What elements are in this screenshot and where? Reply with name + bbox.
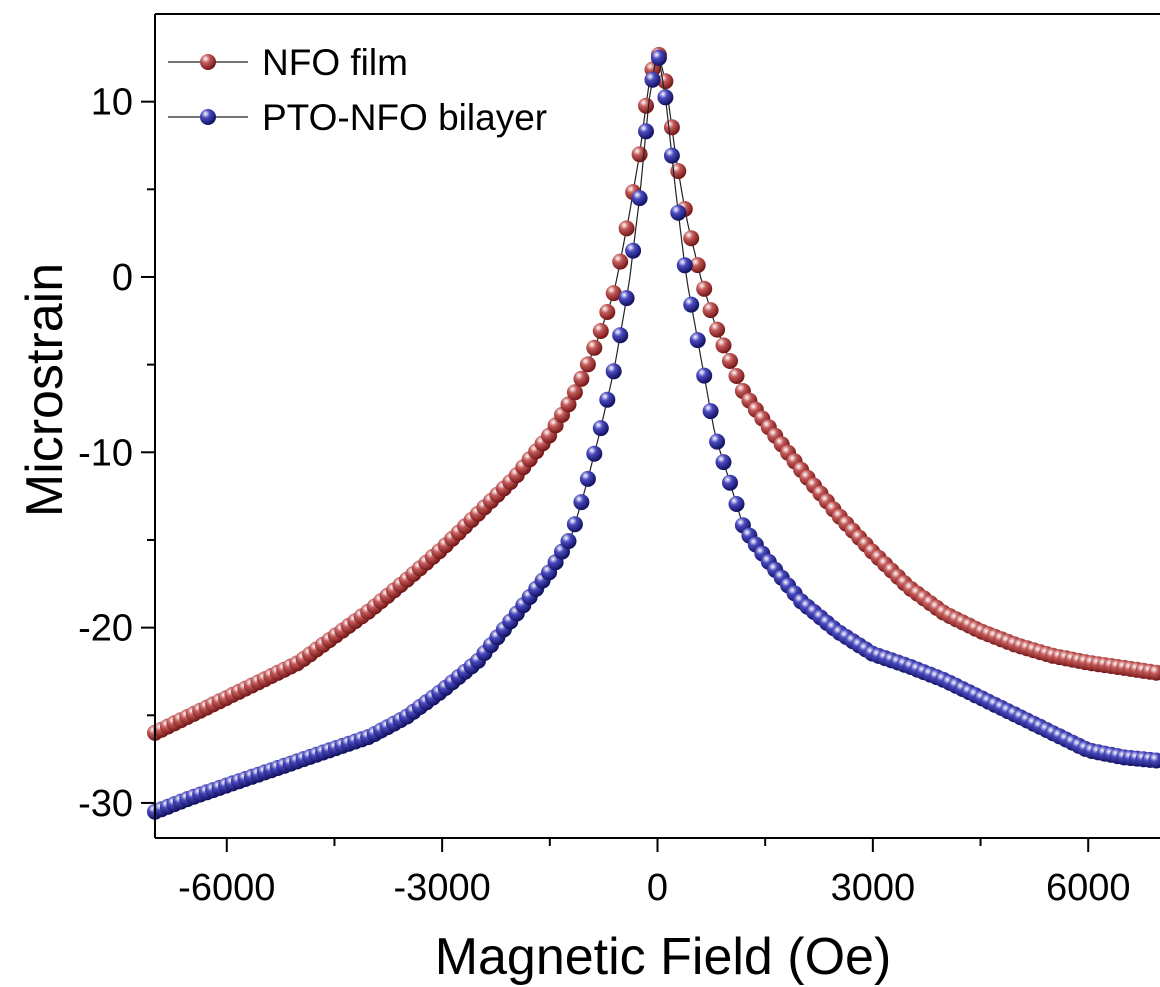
data-point <box>586 340 602 356</box>
legend-label: NFO film <box>262 42 408 83</box>
legend-item-0: NFO film <box>168 42 408 83</box>
data-point <box>625 243 641 259</box>
series-layer <box>147 47 1160 820</box>
legend-item-1: PTO-NFO bilayer <box>168 97 547 138</box>
data-point <box>561 533 577 549</box>
legend-label: PTO-NFO bilayer <box>262 97 547 138</box>
series-line-1 <box>155 58 1160 812</box>
y-tick-label: -30 <box>78 783 133 825</box>
series-0 <box>147 47 1160 741</box>
data-point <box>638 98 654 114</box>
data-point <box>709 434 725 450</box>
data-point <box>657 89 673 105</box>
data-point <box>729 368 745 384</box>
data-point <box>696 281 712 297</box>
data-point <box>638 123 654 139</box>
data-point <box>645 72 661 88</box>
y-axis-title: Microstrain <box>16 263 74 517</box>
data-point <box>567 516 583 532</box>
data-point <box>619 220 635 236</box>
data-point <box>722 475 738 491</box>
data-point <box>664 119 680 135</box>
x-tick-label: 0 <box>647 867 668 909</box>
x-tick-label: 6000 <box>1046 867 1131 909</box>
data-point <box>690 332 706 348</box>
data-point <box>580 471 596 487</box>
data-point <box>612 254 628 270</box>
data-point <box>632 190 648 206</box>
x-axis-title: Magnetic Field (Oe) <box>435 928 892 986</box>
data-point <box>729 496 745 512</box>
legend: NFO film PTO-NFO bilayer <box>168 42 547 138</box>
y-tick-label: -10 <box>78 432 133 474</box>
series-1 <box>147 50 1160 820</box>
data-point <box>670 205 686 221</box>
series-line-0 <box>155 55 1160 733</box>
x-tick-label: -3000 <box>394 867 491 909</box>
data-point <box>599 392 615 408</box>
data-point <box>593 323 609 339</box>
y-tick-label: -20 <box>78 608 133 650</box>
data-point <box>580 356 596 372</box>
y-tick-label: 10 <box>91 82 133 124</box>
data-point <box>683 230 699 246</box>
data-point <box>716 454 732 470</box>
data-point <box>599 304 615 320</box>
data-point <box>593 420 609 436</box>
data-point <box>573 371 589 387</box>
data-point <box>703 302 719 318</box>
data-point <box>573 494 589 510</box>
y-tick-label: 0 <box>112 257 133 299</box>
data-point <box>716 337 732 353</box>
data-point <box>586 446 602 462</box>
data-point <box>683 297 699 313</box>
data-point <box>703 403 719 419</box>
data-point <box>632 146 648 162</box>
data-point <box>612 327 628 343</box>
data-point <box>651 50 667 66</box>
x-tick-label: -6000 <box>178 867 275 909</box>
x-tick-label: 3000 <box>831 867 916 909</box>
data-point <box>722 353 738 369</box>
data-point <box>619 290 635 306</box>
data-point <box>606 363 622 379</box>
legend-marker <box>200 109 216 125</box>
legend-marker <box>200 54 216 70</box>
data-point <box>677 257 693 273</box>
data-point <box>709 322 725 338</box>
data-point <box>664 148 680 164</box>
data-point <box>696 368 712 384</box>
